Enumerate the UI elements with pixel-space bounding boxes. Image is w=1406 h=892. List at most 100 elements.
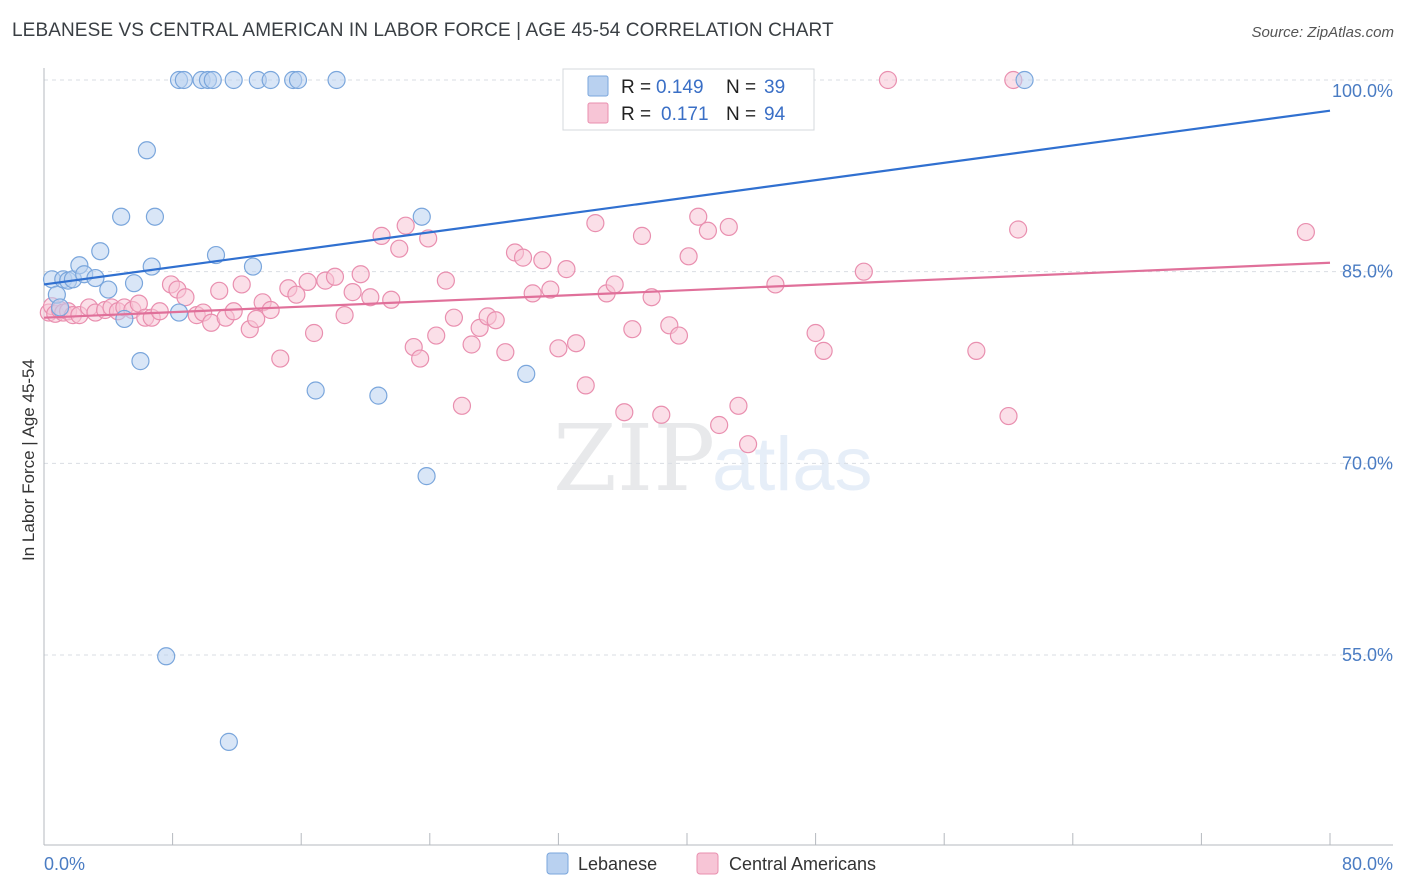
central-americans-point [271, 349, 290, 368]
central-americans-point [382, 290, 401, 309]
central-americans-point [1296, 222, 1315, 242]
lebanese-point [174, 70, 193, 90]
lebanese-point [243, 257, 263, 276]
lebanese-point [124, 274, 144, 293]
central-americans-point [679, 247, 698, 266]
central-americans-point [967, 341, 986, 360]
lebanese-point [327, 70, 346, 90]
lebanese-point [517, 364, 536, 383]
central-americans-point [486, 311, 505, 330]
central-americans-point [210, 281, 229, 300]
central-americans-point [462, 335, 481, 354]
lebanese-point [219, 732, 238, 751]
lebanese-point [306, 381, 325, 400]
central-americans-point [710, 415, 729, 435]
x-ticks [43, 833, 1331, 845]
legend-r-label-2: R = [621, 104, 651, 125]
watermark: ZIP atlas [553, 405, 873, 512]
legend-n-value-1: 39 [764, 77, 785, 98]
lebanese-point [203, 70, 222, 90]
bottom-legend-swatch-central-americans [696, 852, 719, 875]
central-americans-point [452, 396, 472, 415]
x-tick-label-min: 0.0% [44, 854, 85, 874]
central-americans-point [247, 309, 266, 329]
y-tick-labels: 55.0% 70.0% 85.0% 100.0% [1332, 81, 1393, 665]
bottom-legend-central-americans: Central Americans [729, 854, 876, 874]
y-tick-label: 100.0% [1332, 81, 1393, 101]
lebanese-point [224, 70, 243, 90]
lebanese-point [112, 207, 131, 226]
legend-n-label-1: N = [726, 77, 756, 98]
bottom-legend-lebanese: Lebanese [578, 854, 657, 874]
central-americans-point [806, 323, 825, 343]
legend-r-value-1: 0.149 [656, 77, 704, 98]
lebanese-point [131, 352, 150, 371]
central-americans-point [878, 70, 898, 90]
central-americans-point [304, 323, 324, 343]
central-americans-point [496, 343, 515, 362]
gridlines [44, 79, 1393, 656]
lebanese-point [206, 245, 226, 265]
lebanese-point [417, 467, 436, 486]
central-americans-point [427, 326, 446, 345]
central-americans-point [436, 271, 455, 290]
central-americans-point [396, 216, 415, 235]
central-americans-point [576, 376, 595, 395]
central-americans-point [652, 405, 671, 424]
lebanese-point [91, 242, 110, 261]
central-americans-point [549, 339, 568, 358]
watermark-zip: ZIP [553, 405, 715, 512]
central-americans-point [232, 275, 251, 294]
legend-r-value-2: 0.171 [661, 104, 709, 125]
lebanese-point [99, 280, 118, 299]
central-americans-point [586, 214, 605, 233]
central-americans-point [176, 288, 195, 307]
central-americans-point [766, 275, 785, 294]
lebanese-point [261, 70, 280, 90]
x-tick-label-max: 80.0% [1342, 854, 1393, 874]
legend-swatch-lebanese [587, 75, 609, 97]
central-americans-point [444, 308, 464, 327]
lebanese-point [137, 141, 156, 160]
central-americans-point [1009, 220, 1028, 239]
central-americans-point [533, 251, 552, 270]
central-americans-point [689, 207, 708, 226]
central-americans-point [541, 280, 560, 299]
correlation-legend: R = 0.149 N = 39 R = 0.171 N = 94 [562, 68, 815, 131]
central-americans-point [854, 262, 873, 281]
central-americans-point [343, 283, 362, 302]
central-americans-point [523, 284, 542, 303]
legend-n-value-2: 94 [764, 104, 786, 125]
legend-r-label-1: R = [621, 77, 651, 98]
central-americans-point [615, 403, 634, 422]
legend-swatch-central-americans [587, 102, 609, 124]
central-americans-point [298, 272, 317, 291]
lebanese-points [42, 70, 1034, 751]
y-tick-label: 55.0% [1342, 645, 1393, 665]
central-americans-point [729, 396, 748, 415]
lebanese-point [1015, 70, 1034, 90]
bottom-legend-swatch-lebanese [546, 852, 569, 875]
central-americans-point [513, 248, 533, 267]
central-americans-point [814, 341, 833, 360]
central-americans-point [390, 239, 409, 258]
central-americans-point [632, 226, 652, 245]
lebanese-point [50, 298, 70, 317]
lebanese-point [369, 386, 388, 405]
central-americans-point [325, 267, 345, 286]
central-americans-point [698, 221, 717, 240]
lebanese-point [157, 647, 176, 666]
central-americans-point [557, 260, 576, 279]
series-legend: Lebanese Central Americans [546, 852, 876, 875]
central-americans-trend-line [43, 261, 1331, 319]
chart-title: LEBANESE VS CENTRAL AMERICAN IN LABOR FO… [12, 20, 834, 41]
central-americans-point [372, 226, 391, 245]
central-americans-point [224, 302, 243, 321]
central-americans-point [150, 302, 169, 321]
central-americans-point [719, 217, 738, 237]
central-americans-point [261, 300, 280, 320]
central-americans-point [623, 320, 642, 339]
lebanese-point [412, 207, 431, 226]
y-axis-label: In Labor Force | Age 45-54 [19, 359, 38, 561]
